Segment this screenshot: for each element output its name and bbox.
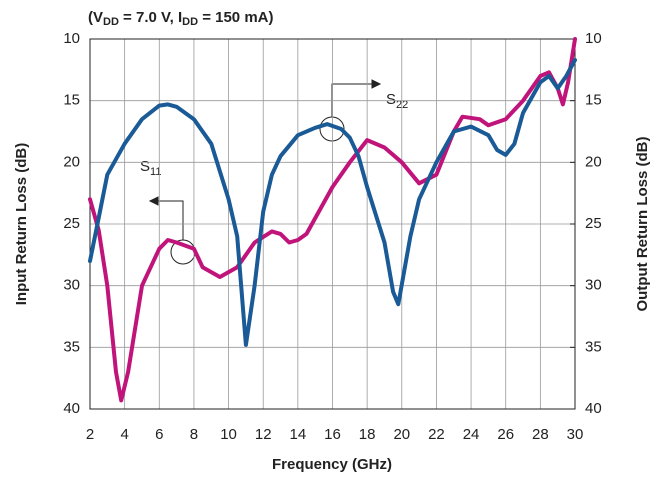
x-tick-label: 12 (255, 426, 272, 443)
series-line (88, 37, 577, 403)
y-axis-label: Input Return Loss (dB) (13, 143, 30, 305)
x-tick-label: 14 (290, 426, 307, 443)
callout-line (158, 200, 184, 240)
y2-tick-label: 15 (585, 92, 602, 109)
arrowheads (148, 79, 382, 206)
series-line (88, 58, 577, 347)
y2-tick-label: 10 (585, 30, 602, 47)
y2-tick-label: 40 (585, 400, 602, 417)
chart-title: (VDD = 7.0 V, IDD = 150 mA) (88, 9, 274, 28)
y2-tick-label: 25 (585, 215, 602, 232)
x-tick-label: 28 (532, 426, 549, 443)
y-tick-label: 30 (63, 277, 80, 294)
y-tick-label: 20 (63, 153, 80, 170)
y2-axis-label: Output Return Loss (dB) (634, 137, 651, 312)
y-tick-label: 35 (63, 338, 80, 355)
x-tick-label: 6 (155, 426, 163, 443)
y2-tick-label: 35 (585, 338, 602, 355)
annotation-pointers (148, 79, 382, 265)
y-tick-label: 10 (63, 30, 80, 47)
x-tick-label: 26 (497, 426, 514, 443)
plot-frame (89, 38, 576, 410)
x-tick-label: 24 (463, 426, 480, 443)
x-tick-label: 16 (324, 426, 341, 443)
y-tick-label: 25 (63, 215, 80, 232)
x-axis-label: Frequency (GHz) (272, 456, 392, 473)
x-tick-label: 20 (393, 426, 410, 443)
y2-tick-label: 30 (585, 277, 602, 294)
y-tick-label: 40 (63, 400, 80, 417)
x-tick-label: 30 (567, 426, 584, 443)
x-tick-label: 18 (359, 426, 376, 443)
x-tick-label: 8 (190, 426, 198, 443)
x-tick-label: 10 (220, 426, 237, 443)
callout-line (331, 83, 372, 117)
annotation: S11 (140, 158, 161, 178)
y2-tick-label: 20 (585, 153, 602, 170)
x-tick-label: 4 (120, 426, 128, 443)
x-tick-label: 2 (86, 426, 94, 443)
y-tick-label: 15 (63, 92, 80, 109)
x-tick-label: 22 (428, 426, 445, 443)
